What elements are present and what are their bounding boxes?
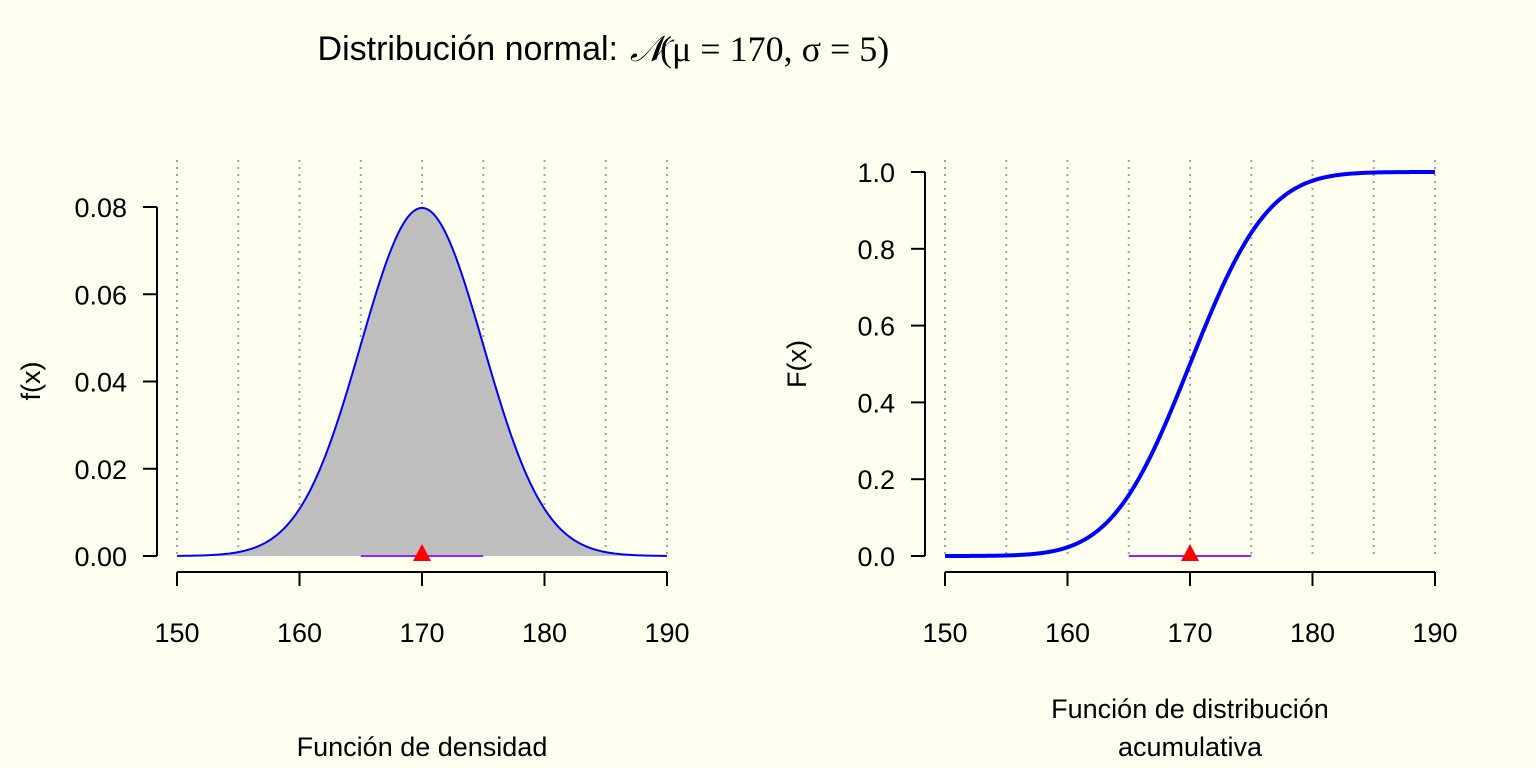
pdf-y-tick-label: 0.00 [74, 542, 127, 572]
cdf-x-label-line-1: Función de distribución [1051, 694, 1329, 724]
cdf-x-tick-label: 190 [1412, 618, 1457, 648]
cdf-panel: 0.00.20.40.60.81.0 150 160 170 180 190 F(x) … [782, 158, 1458, 762]
pdf-y-tick-label: 0.08 [74, 193, 127, 223]
pdf-x-tick-label: 170 [399, 618, 444, 648]
cdf-y-tick-label: 0.2 [857, 465, 895, 495]
cdf-mean-marker [1181, 544, 1199, 561]
pdf-x-tick-label: 180 [522, 618, 567, 648]
cdf-y-tick-label: 0.0 [857, 542, 895, 572]
density-mean-marker [413, 544, 431, 561]
density-panel: 0.00 0.02 0.04 0.06 0.08 150 160 170 180 190 f(x… [16, 160, 690, 762]
density-fill-area [177, 207, 667, 557]
main-title: Distribución normal: 𝒩 (μ = 170, σ = 5) [318, 29, 890, 69]
cdf-x-tick-label: 150 [922, 618, 967, 648]
density-y-label: f(x) [16, 362, 46, 401]
cdf-y-axis: 0.0 0.2 0.4 0.6 0.8 1.0 [857, 158, 926, 572]
cdf-y-tick-label: 0.6 [857, 312, 895, 342]
pdf-y-tick-label: 0.02 [74, 455, 127, 485]
density-x-label: Función de densidad [297, 732, 548, 762]
pdf-x-tick-label: 190 [644, 618, 689, 648]
pdf-x-tick-label: 150 [154, 618, 199, 648]
cdf-y-tick-label: 0.8 [857, 235, 895, 265]
density-curve [176, 206, 668, 557]
cdf-x-tick-label: 160 [1045, 618, 1090, 648]
pdf-y-tick-label: 0.04 [74, 368, 127, 398]
pdf-x-tick-label: 160 [277, 618, 322, 648]
main-title-prefix: Distribución normal: [318, 30, 618, 68]
cdf-x-tick-label: 180 [1290, 618, 1335, 648]
cdf-grid [944, 160, 1436, 556]
density-x-axis: 150 160 170 180 190 [154, 571, 690, 648]
pdf-y-tick-label: 0.06 [74, 280, 127, 310]
cdf-y-label: F(x) [782, 340, 812, 388]
cdf-x-label-line-2: acumulativa [1118, 732, 1263, 762]
main-title-params: (μ = 170, σ = 5) [660, 29, 889, 69]
cdf-y-tick-label: 1.0 [857, 158, 895, 188]
cdf-curve [945, 170, 1435, 558]
cdf-x-tick-label: 170 [1167, 618, 1212, 648]
cdf-y-tick-label: 0.4 [857, 388, 895, 418]
density-y-axis: 0.00 0.02 0.04 0.06 0.08 [74, 193, 158, 572]
cdf-x-axis: 150 160 170 180 190 [922, 571, 1458, 648]
